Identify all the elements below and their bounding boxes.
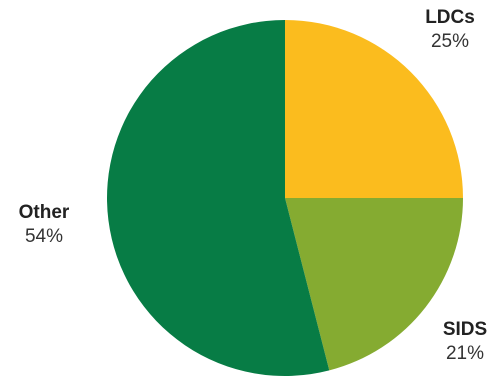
slice-label-sids: SIDS 21% <box>420 318 504 366</box>
pie-slice-sids <box>285 198 463 371</box>
slice-name-sids: SIDS <box>442 319 488 340</box>
slice-label-other: Other 54% <box>0 201 88 249</box>
slice-value-sids: 21% <box>445 342 485 364</box>
slice-value-ldcs: 25% <box>430 30 470 52</box>
pie-slice-ldcs <box>285 20 463 198</box>
pie-slice-other <box>107 20 330 376</box>
slice-label-ldcs: LDCs 25% <box>405 6 495 54</box>
slice-name-ldcs: LDCs <box>425 7 475 28</box>
slice-value-other: 54% <box>24 225 64 247</box>
slice-name-other: Other <box>18 202 70 223</box>
